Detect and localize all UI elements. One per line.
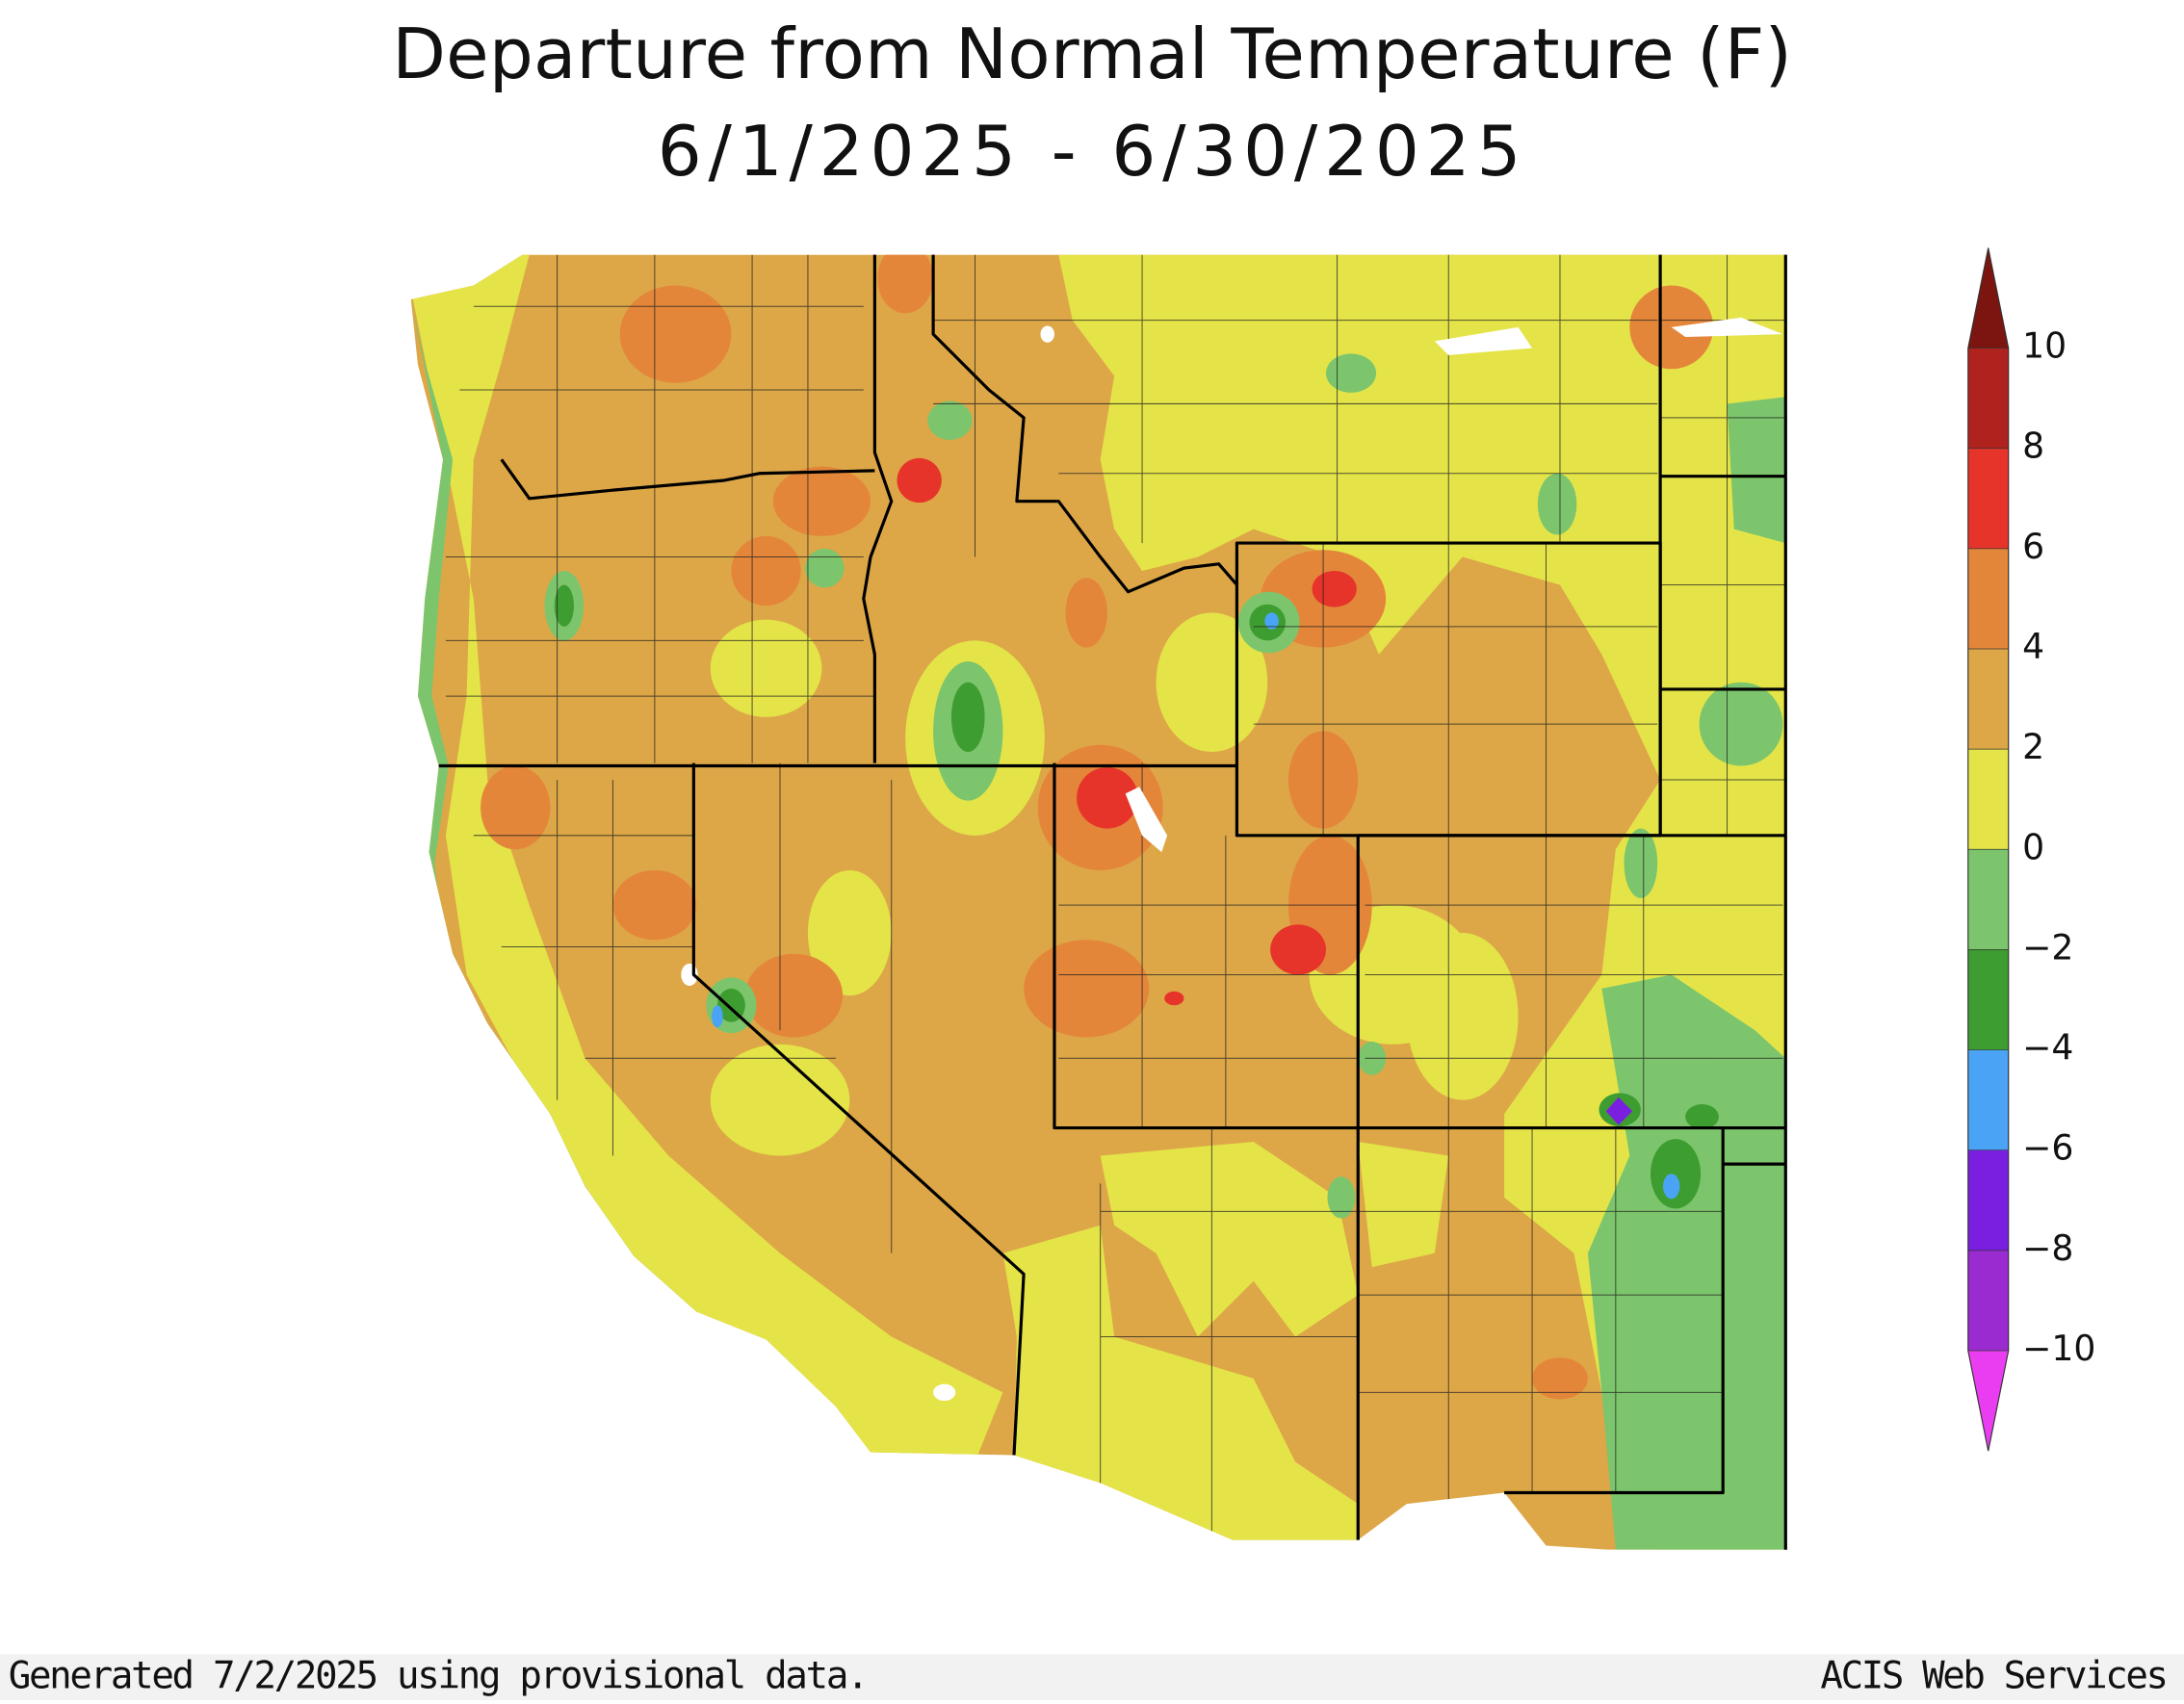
colorbar-tick-label: 10 xyxy=(2022,325,2067,367)
colorbar-tick-label: 8 xyxy=(2022,426,2044,467)
colorbar-tick-label: 2 xyxy=(2022,726,2044,767)
colorbar: −10 −8 −6 −4 −2 0 2 4 6 8 10 xyxy=(1967,247,2095,1452)
colorbar-bin xyxy=(1967,1149,2009,1251)
colorbar-tick-label: 6 xyxy=(2022,526,2044,567)
colorbar-tick-label: −10 xyxy=(2022,1328,2095,1369)
colorbar-bin xyxy=(1967,1049,2009,1150)
footer-right: ACIS Web Services xyxy=(1820,1654,2169,1697)
colorbar-over xyxy=(1967,247,2009,349)
colorbar-bin xyxy=(1967,949,2009,1050)
temperature-field xyxy=(410,254,1786,1550)
colorbar-bin xyxy=(1967,1250,2009,1351)
colorbar-under xyxy=(1967,1350,2009,1452)
state-boundaries xyxy=(438,254,1787,1550)
county-lines xyxy=(445,254,1786,1540)
colorbar-bin xyxy=(1967,649,2009,750)
lakes xyxy=(681,317,1783,1402)
colorbar-tick-label: −2 xyxy=(2022,926,2073,968)
colorbar-tick-label: −6 xyxy=(2022,1127,2073,1169)
field-band-neg6-neg4 xyxy=(712,612,1680,1200)
map-title: Departure from Normal Temperature (F) xyxy=(392,14,1792,95)
colorbar-bin xyxy=(1967,348,2009,449)
footer-bar xyxy=(0,1654,2184,1700)
field-band-neg8-neg6 xyxy=(1605,1097,1633,1125)
colorbar-bin xyxy=(1967,548,2009,650)
colorbar-bin xyxy=(1967,448,2009,549)
colorbar-bin xyxy=(1967,749,2009,850)
colorbar-bin xyxy=(1967,849,2009,950)
map-subtitle: 6/1/2025 - 6/30/2025 xyxy=(658,112,1521,193)
footer-left: Generated 7/2/2025 using provisional dat… xyxy=(9,1654,870,1697)
colorbar-tick-label: 0 xyxy=(2022,826,2044,867)
colorbar-tick-label: −8 xyxy=(2022,1227,2073,1269)
colorbar-tick-label: −4 xyxy=(2022,1027,2073,1069)
colorbar-tick-label: 4 xyxy=(2022,626,2044,667)
